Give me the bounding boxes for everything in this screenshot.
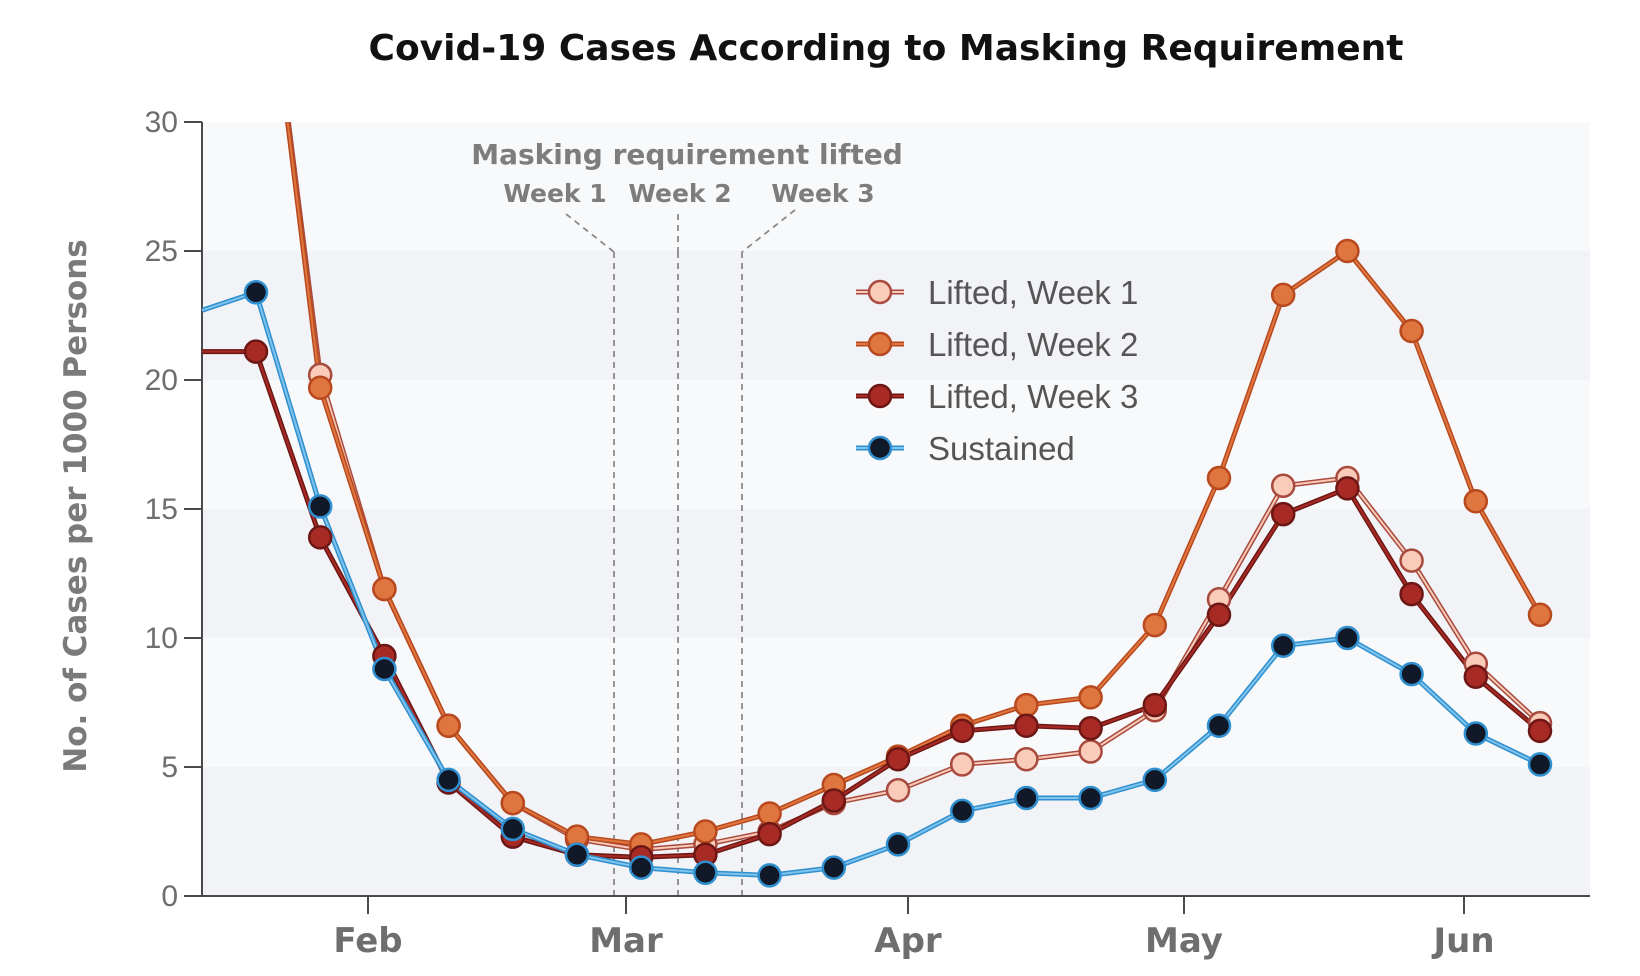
- data-point: [693, 819, 718, 844]
- legend-label: Sustained: [928, 430, 1075, 467]
- x-tick-label: Mar: [589, 921, 663, 961]
- data-point: [1335, 476, 1360, 501]
- data-point: [949, 718, 975, 744]
- axes: 0 5 10 15 20 25 30 Feb Mar Apr May Jun: [145, 106, 1590, 961]
- data-point: [307, 375, 333, 400]
- masking-annotation: Masking requirement lifted Week 1 Week 2 W…: [471, 138, 903, 208]
- data-point: [949, 798, 975, 824]
- data-point: [1527, 602, 1553, 628]
- legend-label: Lifted, Week 2: [928, 326, 1138, 363]
- data-point: [821, 855, 847, 880]
- legend-label: Lifted, Week 1: [928, 274, 1138, 311]
- y-tick-label: 25: [145, 235, 178, 268]
- data-point: [1463, 721, 1489, 746]
- data-point: [1527, 718, 1553, 744]
- data-point: [1399, 548, 1424, 573]
- y-axis-label: No. of Cases per 1000 Persons: [58, 239, 94, 772]
- background-band: [202, 251, 1590, 380]
- x-tick-label: May: [1145, 921, 1223, 961]
- data-point: [1270, 501, 1296, 527]
- data-point: [821, 788, 847, 813]
- legend-marker: [867, 331, 893, 357]
- masking-lift-lines: [565, 209, 796, 896]
- data-point: [243, 339, 269, 364]
- data-point: [1014, 747, 1039, 772]
- data-point: [1399, 318, 1424, 344]
- annotation-heading: Masking requirement lifted: [471, 138, 903, 171]
- data-point: [564, 842, 590, 867]
- series-points: [243, 238, 1553, 888]
- y-tick-label: 5: [161, 751, 178, 784]
- data-point: [1014, 713, 1039, 738]
- data-point: [1078, 785, 1103, 811]
- data-point: [500, 816, 526, 842]
- x-tick-label: Feb: [333, 921, 402, 961]
- data-point: [1335, 625, 1360, 651]
- y-tick-label: 15: [145, 493, 178, 526]
- data-point: [949, 752, 975, 777]
- masking-lift-connector: [741, 209, 796, 253]
- data-point: [1463, 489, 1489, 514]
- data-point: [1142, 692, 1168, 718]
- y-tick-label: 0: [161, 880, 178, 913]
- data-point: [1270, 282, 1296, 308]
- background-bands: [202, 122, 1590, 896]
- data-point: [1206, 713, 1232, 738]
- data-point: [1142, 612, 1168, 638]
- data-point: [885, 747, 911, 772]
- week-label: Week 1: [503, 179, 606, 208]
- data-point: [1142, 767, 1168, 793]
- y-tick-label: 20: [145, 364, 178, 397]
- data-point: [885, 777, 911, 803]
- data-point: [1206, 602, 1232, 628]
- data-point: [307, 525, 333, 550]
- series-line: [202, 291, 1541, 877]
- data-point: [1078, 685, 1103, 710]
- data-point: [693, 860, 718, 886]
- data-point: [1078, 739, 1103, 764]
- data-point: [372, 576, 397, 602]
- data-point: [243, 280, 269, 305]
- y-tick-label: 30: [145, 106, 178, 139]
- data-point: [628, 855, 654, 880]
- legend-marker: [867, 435, 893, 461]
- data-point: [1527, 752, 1553, 777]
- data-point: [1270, 633, 1296, 658]
- data-point: [307, 494, 333, 519]
- data-point: [1335, 238, 1360, 264]
- x-tick-label: Jun: [1431, 921, 1494, 961]
- data-point: [500, 790, 526, 816]
- data-point: [757, 863, 782, 888]
- data-point: [436, 713, 461, 738]
- legend: Lifted, Week 1 Lifted, Week 2 Lifted, Week…: [856, 274, 1138, 467]
- data-point: [1399, 661, 1424, 687]
- legend-label: Lifted, Week 3: [928, 378, 1138, 415]
- data-point: [372, 656, 397, 682]
- data-point: [757, 801, 782, 826]
- background-band: [202, 509, 1590, 638]
- legend-marker: [867, 383, 893, 409]
- data-point: [1014, 785, 1039, 811]
- data-point: [1399, 581, 1424, 607]
- data-point: [1270, 473, 1296, 499]
- data-point: [1014, 692, 1039, 718]
- legend-marker: [867, 279, 893, 305]
- background-band: [202, 380, 1590, 509]
- background-band: [202, 122, 1590, 251]
- y-tick-label: 10: [145, 622, 178, 655]
- data-point: [1206, 465, 1232, 491]
- data-point: [436, 767, 461, 793]
- data-point: [757, 821, 782, 847]
- data-point: [885, 832, 911, 857]
- week-label: Week 2: [628, 179, 731, 208]
- x-tick-label: Apr: [874, 921, 942, 961]
- series-line: [202, 350, 1541, 859]
- week-label: Week 3: [771, 179, 874, 208]
- data-point: [1463, 664, 1489, 689]
- chart-title: Covid-19 Cases According to Masking Requ…: [369, 28, 1404, 69]
- data-point: [1078, 716, 1103, 741]
